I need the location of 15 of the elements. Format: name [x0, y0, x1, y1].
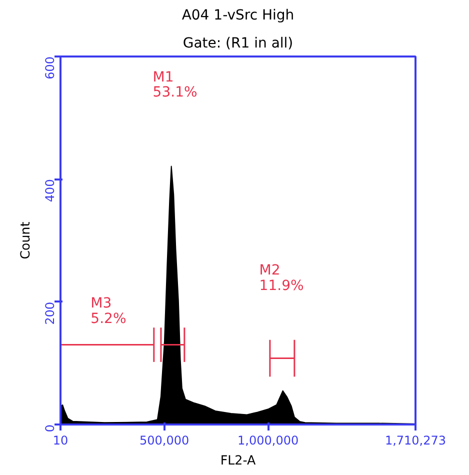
- x-tick-label: 1,000,000: [238, 434, 299, 448]
- y-tick-label: 0: [43, 424, 57, 432]
- y-tick-label: 400: [43, 179, 57, 202]
- y-tick-label: 200: [43, 302, 57, 325]
- annotation: M2 11.9%: [259, 262, 304, 294]
- x-tick-label: 1,710,273: [384, 434, 446, 448]
- x-tick-label: 10: [52, 434, 68, 448]
- chart-title: A04 1-vSrc High: [182, 8, 294, 24]
- annotation: M1 53.1%: [152, 69, 198, 101]
- chart-subtitle: Gate: (R1 in all): [182, 36, 294, 52]
- annotation: M3 5.2%: [90, 296, 126, 327]
- y-axis-title: Count: [18, 222, 32, 260]
- x-axis-title: FL2-A: [220, 452, 256, 468]
- x-tick-label: 500,000: [139, 434, 190, 448]
- y-tick-label: 600: [43, 56, 57, 80]
